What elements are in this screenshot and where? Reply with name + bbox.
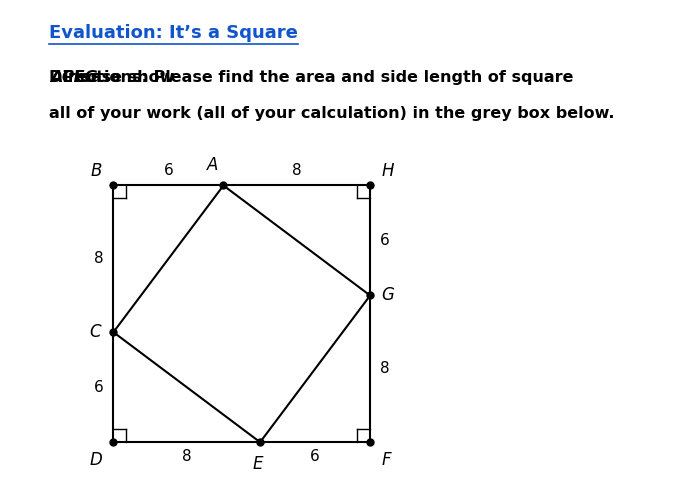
- Text: 6: 6: [310, 449, 320, 464]
- Text: ACEG: ACEG: [49, 70, 97, 84]
- Text: C: C: [89, 323, 100, 341]
- Text: Directions: Please find the area and side length of square: Directions: Please find the area and sid…: [49, 70, 579, 84]
- Text: H: H: [381, 162, 394, 180]
- Text: E: E: [253, 455, 264, 473]
- Text: F: F: [381, 451, 390, 469]
- Text: Evaluation: It’s a Square: Evaluation: It’s a Square: [49, 24, 298, 42]
- Text: 6: 6: [380, 233, 390, 248]
- Text: A: A: [207, 156, 218, 174]
- Text: G: G: [381, 287, 394, 304]
- Text: 6: 6: [94, 380, 104, 395]
- Text: B: B: [91, 162, 102, 180]
- Text: . Please show: . Please show: [51, 70, 174, 84]
- Text: 8: 8: [182, 449, 191, 464]
- Text: 8: 8: [94, 252, 104, 266]
- Text: 8: 8: [292, 163, 301, 178]
- Text: all of your work (all of your calculation) in the grey box below.: all of your work (all of your calculatio…: [49, 106, 615, 120]
- Text: D: D: [90, 451, 102, 469]
- Text: 6: 6: [164, 163, 173, 178]
- Text: 8: 8: [380, 361, 390, 376]
